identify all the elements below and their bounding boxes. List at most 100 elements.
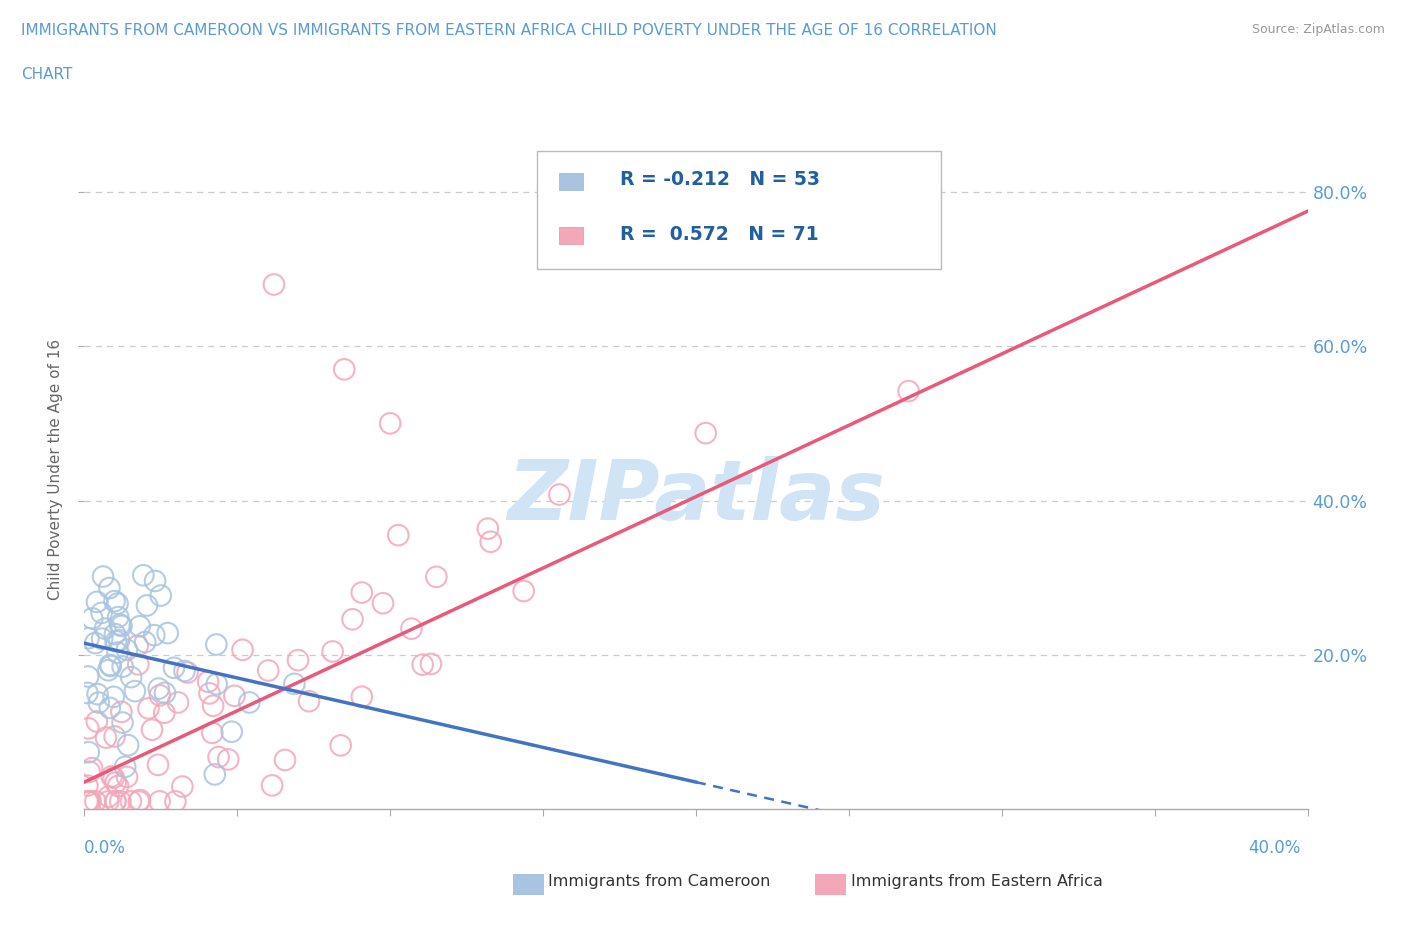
Point — [104, 729, 127, 744]
Point — [79, 794, 101, 809]
Point — [107, 778, 129, 793]
Point — [107, 610, 129, 625]
Point — [117, 737, 139, 752]
Point — [111, 715, 134, 730]
Point — [111, 659, 134, 674]
Point — [100, 769, 122, 784]
Point — [128, 794, 150, 809]
Point — [262, 777, 284, 792]
Point — [146, 757, 169, 772]
Point — [148, 681, 170, 696]
Point — [98, 700, 121, 715]
Text: R =  0.572   N = 71: R = 0.572 N = 71 — [620, 224, 818, 244]
Point — [202, 698, 225, 713]
Point — [79, 764, 101, 779]
Point — [115, 643, 138, 658]
Point — [695, 426, 717, 441]
Point — [149, 794, 172, 809]
Point — [104, 776, 127, 790]
Point — [129, 792, 152, 807]
Point — [401, 621, 423, 636]
Point — [110, 794, 132, 809]
Point — [197, 674, 219, 689]
Point — [97, 794, 120, 809]
Point — [167, 695, 190, 710]
Point — [380, 416, 402, 431]
Point — [149, 688, 172, 703]
Point — [84, 635, 107, 650]
Point — [371, 596, 394, 611]
Point — [205, 677, 228, 692]
Point — [173, 663, 195, 678]
Point — [124, 684, 146, 698]
Point — [114, 760, 136, 775]
Point — [127, 657, 149, 671]
Point — [86, 686, 108, 701]
Point — [77, 745, 100, 760]
Point — [512, 583, 534, 598]
Point — [263, 277, 285, 292]
Point — [224, 688, 246, 703]
Text: Immigrants from Cameroon: Immigrants from Cameroon — [548, 874, 770, 889]
Point — [217, 752, 239, 767]
Point — [108, 618, 131, 632]
Point — [136, 598, 159, 613]
Point — [98, 658, 121, 672]
Point — [104, 794, 127, 809]
Point — [76, 685, 98, 700]
Point — [198, 686, 221, 701]
Point — [172, 779, 194, 794]
Point — [104, 794, 127, 809]
Point — [548, 487, 571, 502]
Text: 40.0%: 40.0% — [1249, 839, 1301, 857]
Point — [77, 794, 100, 809]
Point — [107, 596, 129, 611]
Point — [120, 670, 142, 684]
Point — [82, 611, 104, 626]
Point — [232, 643, 254, 658]
Point — [156, 626, 179, 641]
Point — [141, 723, 163, 737]
Point — [274, 752, 297, 767]
Point — [98, 580, 121, 595]
Point — [87, 695, 110, 710]
Point — [143, 574, 166, 589]
Point — [333, 362, 356, 377]
Bar — [560, 173, 583, 190]
Point — [298, 694, 321, 709]
Point — [257, 663, 280, 678]
Point — [90, 605, 112, 620]
FancyBboxPatch shape — [537, 151, 941, 270]
Point — [153, 685, 176, 700]
Bar — [560, 227, 583, 244]
Point — [342, 612, 364, 627]
Point — [425, 569, 447, 584]
Text: R = -0.212   N = 53: R = -0.212 N = 53 — [620, 170, 820, 190]
Point — [897, 384, 920, 399]
Point — [238, 695, 260, 710]
Point — [138, 701, 160, 716]
Text: IMMIGRANTS FROM CAMEROON VS IMMIGRANTS FROM EASTERN AFRICA CHILD POVERTY UNDER T: IMMIGRANTS FROM CAMEROON VS IMMIGRANTS F… — [21, 23, 997, 38]
Point — [143, 628, 166, 643]
Point — [132, 568, 155, 583]
Point — [165, 794, 187, 809]
Point — [205, 637, 228, 652]
Point — [84, 794, 107, 809]
Point — [221, 724, 243, 739]
Point — [103, 770, 125, 785]
Point — [94, 621, 117, 636]
Point — [103, 689, 125, 704]
Point — [479, 535, 502, 550]
Point — [350, 585, 373, 600]
Text: CHART: CHART — [21, 67, 73, 82]
Point — [108, 633, 131, 648]
Point — [153, 705, 176, 720]
Point — [201, 725, 224, 740]
Point — [91, 631, 114, 646]
Point — [134, 634, 156, 649]
Point — [76, 794, 98, 809]
Point — [128, 618, 150, 633]
Point — [80, 761, 103, 776]
Text: ZIPatlas: ZIPatlas — [508, 457, 884, 538]
Point — [76, 778, 98, 793]
